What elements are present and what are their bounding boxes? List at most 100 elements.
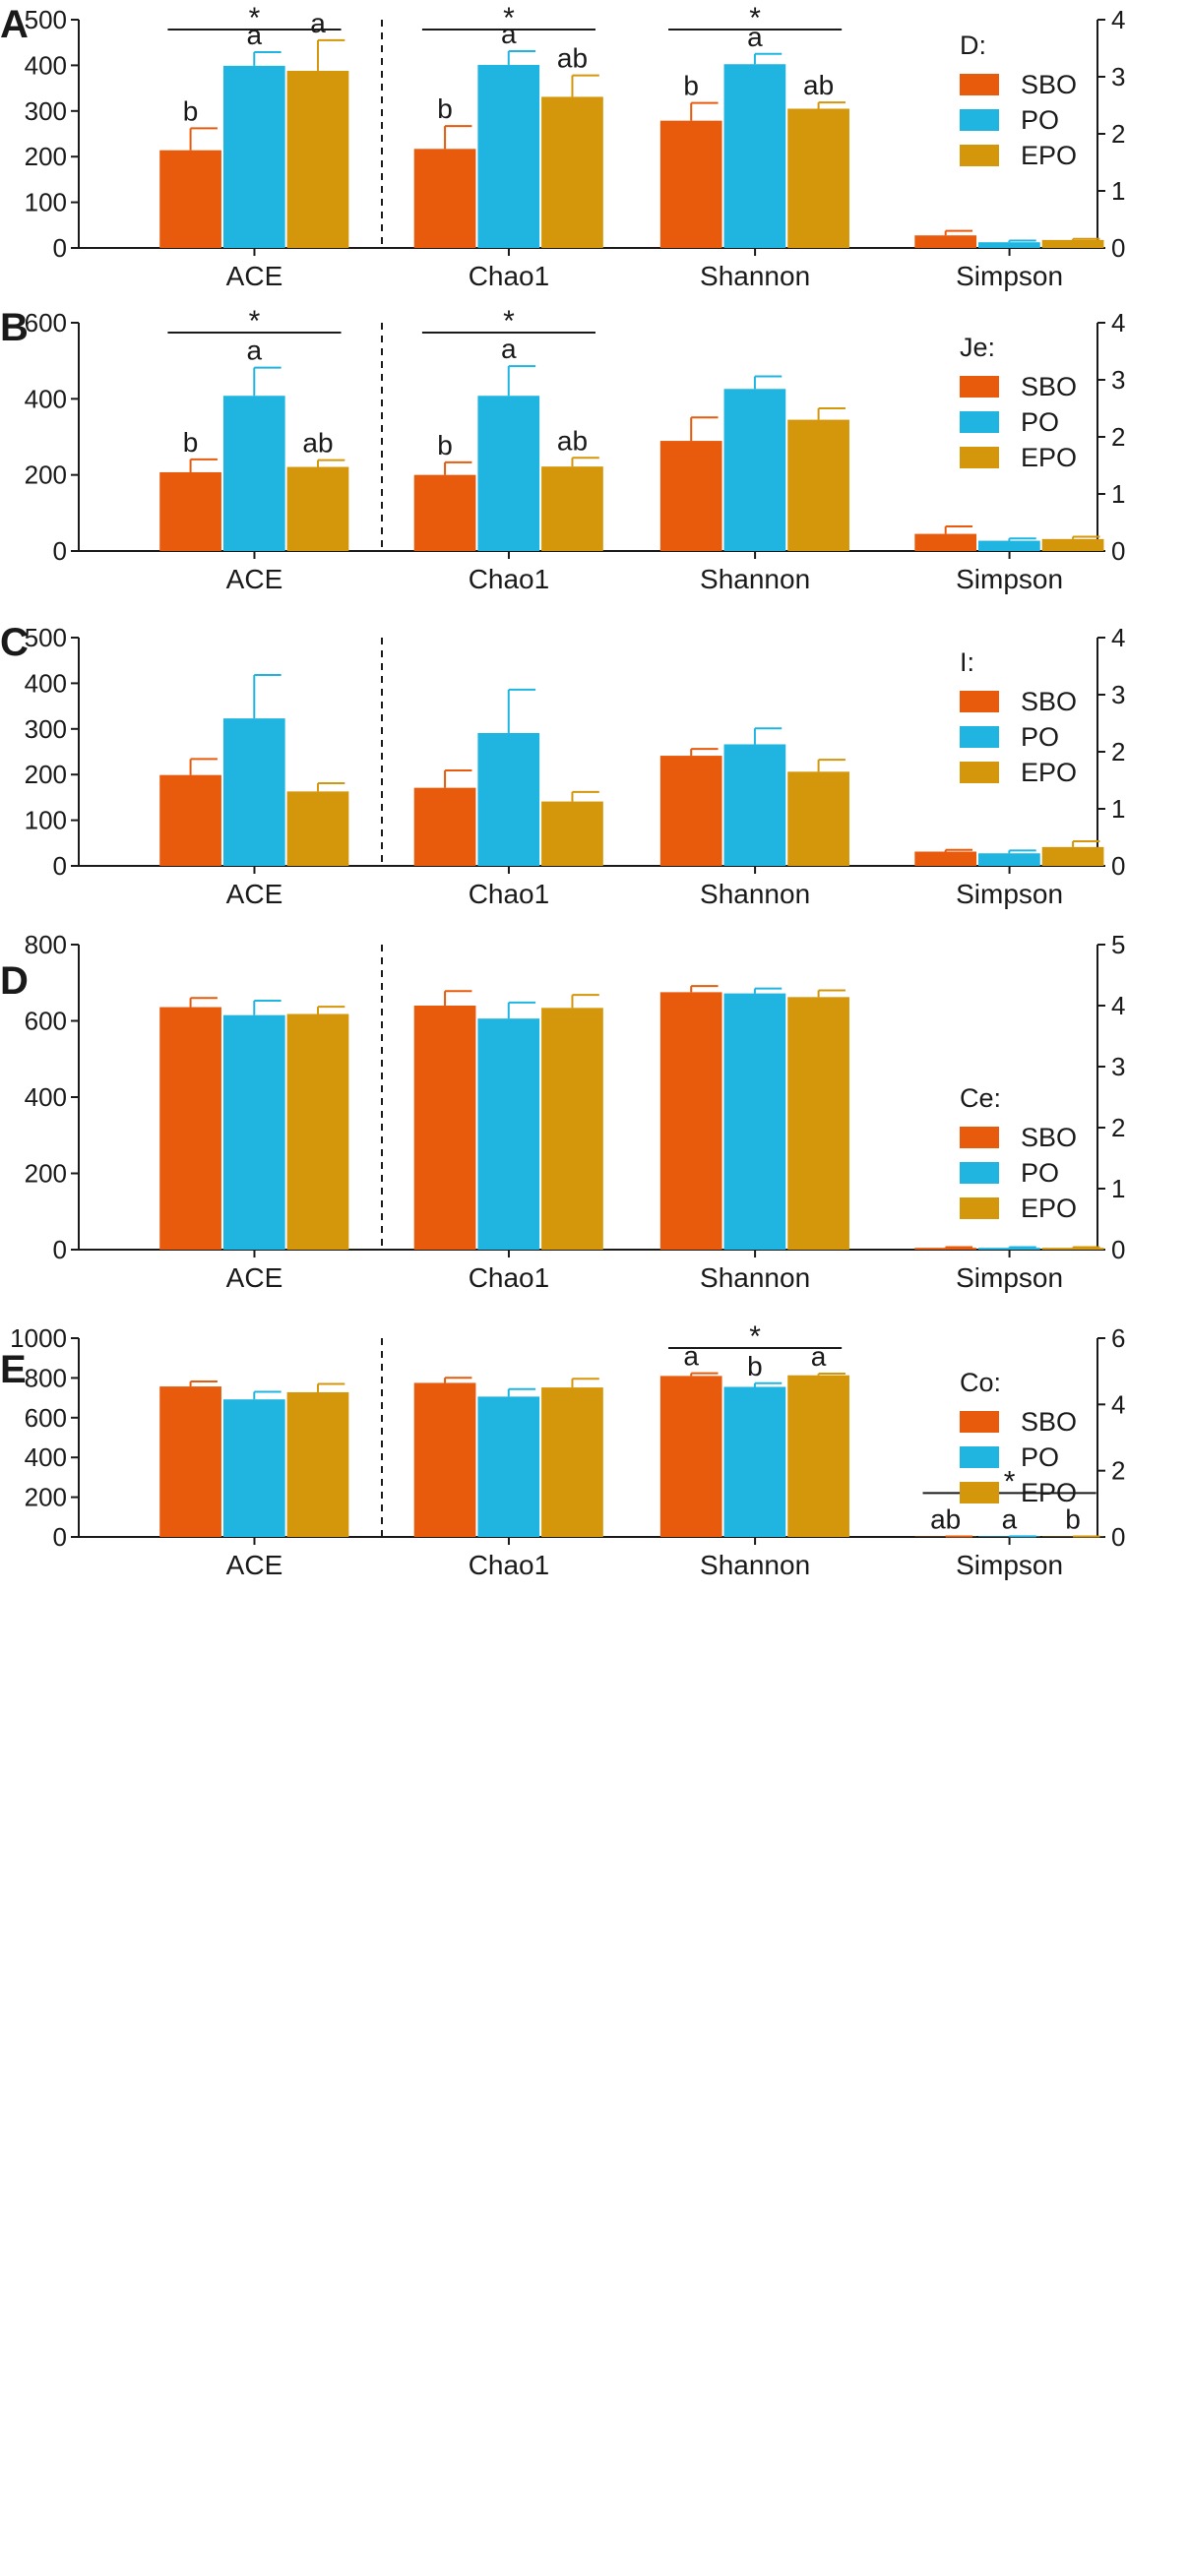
panel-label: A (0, 3, 29, 46)
category-label: Chao1 (469, 879, 550, 909)
right-tick-label: 5 (1111, 930, 1125, 959)
legend-swatch-epo (960, 447, 999, 468)
legend: I: SBO PO EPO (960, 647, 1077, 787)
right-tick-label: 3 (1111, 680, 1125, 709)
left-tick-label: 200 (25, 760, 67, 789)
bar-sbo (413, 474, 476, 551)
category-label: ACE (226, 261, 283, 291)
right-axis: 0 1 2 3 4 (1096, 623, 1125, 881)
legend-label: PO (1021, 407, 1059, 437)
left-tick-label: 0 (53, 1235, 67, 1264)
bar-po (222, 718, 285, 866)
category-label: Shannon (700, 879, 810, 909)
bar-po (978, 853, 1040, 866)
left-tick-label: 800 (25, 1363, 67, 1392)
panel-label: D (0, 959, 29, 1003)
bar-sbo (413, 1382, 476, 1537)
legend: Co: SBO PO EPO (960, 1368, 1077, 1507)
bar-sbo (659, 756, 722, 866)
legend-label: SBO (1021, 70, 1077, 99)
legend-label: SBO (1021, 1123, 1077, 1152)
legend-label: EPO (1021, 141, 1077, 170)
bar-sbo (659, 1376, 722, 1537)
right-tick-label: 0 (1111, 1522, 1125, 1552)
significance-letter: a (246, 336, 262, 366)
left-axis: 0 200 400 600 (25, 308, 80, 566)
right-tick-label: 2 (1111, 119, 1125, 149)
significance-star: * (249, 2, 261, 34)
right-tick-label: 6 (1111, 1323, 1125, 1353)
bar-epo (787, 108, 849, 248)
legend-swatch-po (960, 411, 999, 433)
bar-sbo (659, 441, 722, 551)
significance-star: * (249, 305, 261, 337)
legend-swatch-po (960, 726, 999, 748)
left-axis: 0 200 400 600 800 1000 (10, 1323, 80, 1552)
bar-po (222, 1399, 285, 1537)
right-tick-label: 1 (1111, 1174, 1125, 1203)
bar-epo (286, 70, 349, 248)
legend-swatch-sbo (960, 1127, 999, 1148)
bar-epo (1041, 846, 1104, 866)
bar-po (477, 396, 540, 551)
bar-sbo (159, 1386, 221, 1537)
bar-po (477, 64, 540, 248)
significance-letter: ab (803, 70, 834, 100)
left-tick-label: 400 (25, 1442, 67, 1472)
legend-swatch-po (960, 1446, 999, 1468)
bar-po (477, 732, 540, 866)
legend-label: SBO (1021, 1407, 1077, 1437)
significance-star: * (749, 2, 761, 34)
legend-swatch-epo (960, 1482, 999, 1503)
legend: D: SBO PO EPO (960, 31, 1077, 170)
category-label: ACE (226, 1550, 283, 1580)
bar-po (477, 1396, 540, 1537)
legend-swatch-sbo (960, 1411, 999, 1433)
significance-star: * (1004, 1465, 1016, 1498)
bar-po (723, 389, 786, 551)
legend-swatch-po (960, 1162, 999, 1184)
legend-swatch-po (960, 109, 999, 131)
right-tick-label: 2 (1111, 422, 1125, 452)
bar-epo (541, 96, 603, 248)
left-tick-label: 200 (25, 1483, 67, 1512)
category-label: Chao1 (469, 1550, 550, 1580)
bar-po (723, 1386, 786, 1537)
legend-label: EPO (1021, 443, 1077, 472)
right-tick-label: 0 (1111, 851, 1125, 881)
right-tick-label: 1 (1111, 479, 1125, 509)
significance-letter: b (437, 430, 453, 460)
left-tick-label: 800 (25, 930, 67, 959)
left-tick-label: 600 (25, 1403, 67, 1433)
legend-label: PO (1021, 105, 1059, 135)
bar-epo (787, 419, 849, 551)
bar-sbo (659, 992, 722, 1250)
right-tick-label: 2 (1111, 1456, 1125, 1486)
right-tick-label: 4 (1111, 1389, 1125, 1419)
bar-epo (286, 1391, 349, 1537)
right-tick-label: 4 (1111, 5, 1125, 34)
left-tick-label: 600 (25, 1007, 67, 1036)
bar-sbo (159, 471, 221, 551)
bar-epo (541, 1387, 603, 1537)
category-label: Chao1 (469, 261, 550, 291)
panel-B: B 0 200 400 600 0 1 2 3 4 ACE b a ab Chao1 b a ab Shannon S… (0, 305, 1125, 594)
bar-sbo (914, 533, 977, 551)
bar-epo (1041, 239, 1104, 248)
category-label: Simpson (956, 261, 1063, 291)
bar-po (222, 1014, 285, 1250)
significance-letter: ab (930, 1504, 961, 1535)
bar-po (477, 1018, 540, 1250)
left-tick-label: 0 (53, 851, 67, 881)
bar-po (978, 1248, 1040, 1250)
right-tick-label: 0 (1111, 1235, 1125, 1264)
legend-label: EPO (1021, 758, 1077, 787)
bar-epo (1041, 1248, 1104, 1250)
bar-sbo (659, 120, 722, 248)
bar-sbo (914, 851, 977, 866)
bar-epo (286, 466, 349, 551)
legend-swatch-sbo (960, 74, 999, 95)
bar-epo (541, 801, 603, 866)
right-tick-label: 2 (1111, 1113, 1125, 1142)
legend-swatch-epo (960, 1197, 999, 1219)
